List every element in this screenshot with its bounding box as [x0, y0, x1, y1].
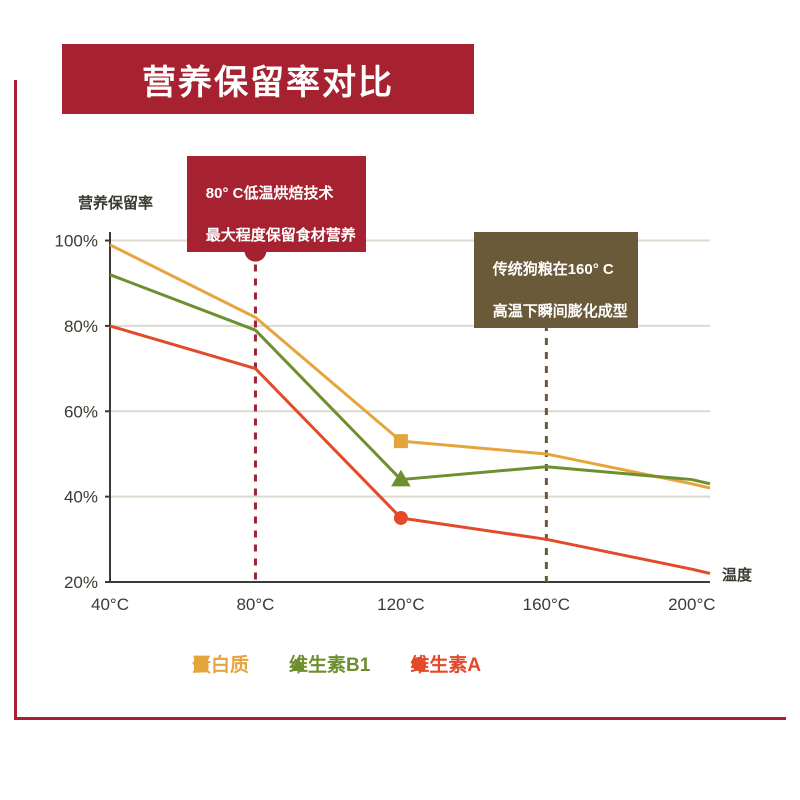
svg-text:80%: 80%	[64, 317, 98, 336]
callout-high-temp-line2: 高温下瞬间膨化成型	[493, 303, 628, 320]
legend-item: 维生素A	[410, 650, 481, 677]
svg-text:40%: 40%	[64, 488, 98, 507]
svg-text:20%: 20%	[64, 573, 98, 592]
svg-text:40°C: 40°C	[91, 595, 129, 614]
svg-text:80°C: 80°C	[236, 595, 274, 614]
svg-text:60%: 60%	[64, 402, 98, 421]
square-icon	[192, 655, 210, 673]
callout-high-temp-line1: 传统狗粮在160° C	[493, 261, 614, 278]
svg-text:160°C: 160°C	[523, 595, 570, 614]
legend-item: 维生素B1	[289, 650, 370, 677]
triangle-icon	[289, 655, 307, 673]
svg-text:100%: 100%	[55, 232, 98, 251]
svg-text:120°C: 120°C	[377, 595, 424, 614]
chart-legend: 蛋白质 维生素B1 维生素A	[192, 650, 481, 677]
svg-text:200°C: 200°C	[668, 595, 715, 614]
callout-low-temp: 80° C低温烘焙技术 最大程度保留食材营养	[187, 156, 365, 252]
callout-high-temp: 传统狗粮在160° C 高温下瞬间膨化成型	[474, 232, 637, 328]
chart-plot: 100% 80% 60% 40% 20% 40°C 80°C 120°C 160°C 200°C	[0, 0, 800, 800]
callout-low-temp-line2: 最大程度保留食材营养	[206, 227, 356, 244]
circle-icon	[410, 655, 428, 673]
legend-item: 蛋白质	[192, 650, 249, 677]
callout-low-temp-line1: 80° C低温烘焙技术	[206, 185, 334, 202]
